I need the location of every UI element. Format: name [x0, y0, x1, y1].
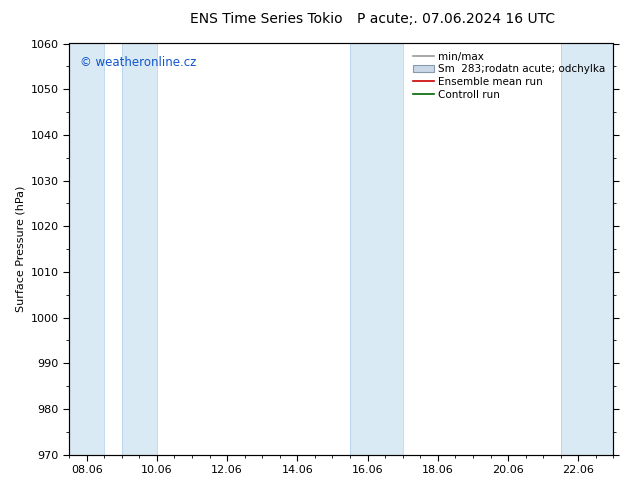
Text: P acute;. 07.06.2024 16 UTC: P acute;. 07.06.2024 16 UTC: [358, 12, 555, 26]
Bar: [350, 44, 403, 455]
Text: ENS Time Series Tokio: ENS Time Series Tokio: [190, 12, 342, 26]
Legend: min/max, Sm  283;rodatn acute; odchylka, Ensemble mean run, Controll run: min/max, Sm 283;rodatn acute; odchylka, …: [410, 49, 608, 103]
Bar: [122, 44, 157, 455]
Text: © weatheronline.cz: © weatheronline.cz: [80, 56, 197, 69]
Y-axis label: Surface Pressure (hPa): Surface Pressure (hPa): [15, 186, 25, 312]
Bar: [69, 44, 104, 455]
Bar: [560, 44, 614, 455]
